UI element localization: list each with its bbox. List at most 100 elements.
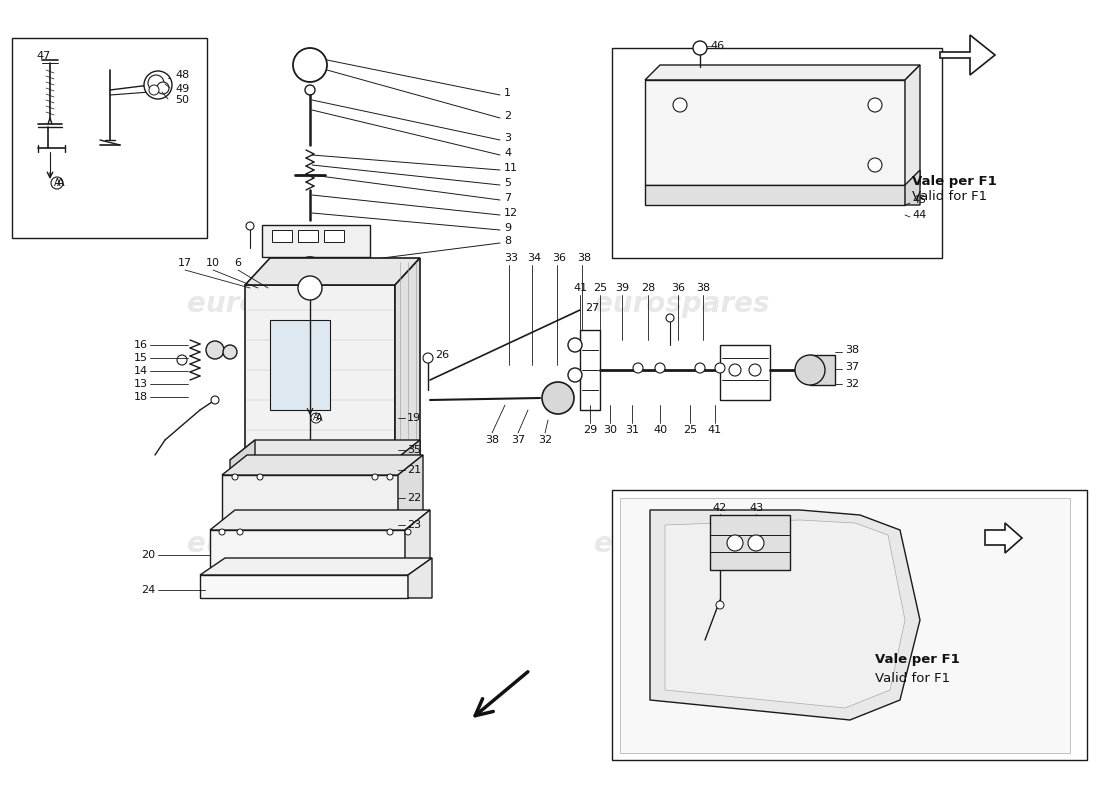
Text: 26: 26 [434, 350, 449, 360]
Bar [298, 230, 318, 242]
Circle shape [868, 98, 882, 112]
Text: 4: 4 [504, 148, 512, 158]
Polygon shape [580, 330, 600, 410]
Polygon shape [210, 510, 430, 530]
Circle shape [302, 569, 313, 579]
Text: 31: 31 [625, 425, 639, 435]
Text: 2: 2 [504, 111, 512, 121]
Polygon shape [666, 520, 905, 708]
Text: 11: 11 [504, 163, 518, 173]
Text: 30: 30 [603, 425, 617, 435]
Circle shape [715, 363, 725, 373]
Bar [810, 355, 835, 385]
Text: 37: 37 [845, 362, 859, 372]
Polygon shape [398, 455, 424, 530]
Polygon shape [222, 455, 424, 475]
Polygon shape [984, 523, 1022, 553]
Circle shape [144, 71, 172, 99]
Polygon shape [230, 440, 255, 475]
Circle shape [387, 474, 393, 480]
Bar [612, 48, 942, 258]
Text: 12: 12 [504, 208, 518, 218]
Text: 48: 48 [175, 70, 189, 80]
Circle shape [568, 338, 582, 352]
Text: 41: 41 [573, 283, 587, 293]
Circle shape [148, 75, 164, 91]
Text: 10: 10 [206, 258, 220, 268]
Circle shape [232, 474, 238, 480]
Circle shape [293, 48, 327, 82]
Circle shape [673, 98, 688, 112]
Text: 25: 25 [683, 425, 697, 435]
Circle shape [568, 368, 582, 382]
Text: 15: 15 [134, 353, 148, 363]
Polygon shape [395, 258, 420, 460]
Text: 1: 1 [504, 88, 512, 98]
Circle shape [542, 382, 574, 414]
Polygon shape [905, 170, 920, 205]
Text: A: A [316, 413, 322, 423]
Text: Vale per F1: Vale per F1 [874, 654, 959, 666]
Text: eurospares: eurospares [187, 530, 363, 558]
Circle shape [387, 529, 393, 535]
Text: 20: 20 [141, 550, 155, 560]
Bar [324, 230, 344, 242]
Polygon shape [408, 558, 432, 598]
Circle shape [311, 413, 321, 423]
Text: 49: 49 [175, 84, 189, 94]
Text: 46: 46 [710, 41, 724, 51]
Text: 38: 38 [845, 345, 859, 355]
Text: 23: 23 [407, 520, 421, 530]
Text: 8: 8 [504, 236, 512, 246]
Text: 40: 40 [653, 425, 667, 435]
Circle shape [795, 355, 825, 385]
Polygon shape [645, 65, 920, 80]
Circle shape [297, 257, 323, 283]
Circle shape [632, 363, 644, 373]
Circle shape [716, 601, 724, 609]
Text: eurospares: eurospares [594, 530, 770, 558]
Text: 37: 37 [510, 435, 525, 445]
Circle shape [727, 535, 742, 551]
Text: 17: 17 [178, 258, 192, 268]
Text: 3: 3 [504, 133, 512, 143]
Circle shape [223, 345, 236, 359]
Text: 24: 24 [141, 585, 155, 595]
Text: 45: 45 [912, 195, 926, 205]
Text: 28: 28 [641, 283, 656, 293]
Polygon shape [645, 80, 905, 185]
Text: 13: 13 [134, 379, 148, 389]
Polygon shape [270, 320, 330, 410]
Text: 35: 35 [407, 445, 421, 455]
Text: 16: 16 [134, 340, 148, 350]
Circle shape [693, 41, 707, 55]
Circle shape [298, 276, 322, 300]
Text: 34: 34 [527, 253, 541, 263]
Text: 39: 39 [615, 283, 629, 293]
Circle shape [219, 529, 225, 535]
Polygon shape [650, 510, 920, 720]
Text: eurospares: eurospares [187, 290, 363, 318]
Text: A: A [312, 414, 319, 422]
Bar [620, 498, 1070, 753]
Polygon shape [245, 285, 395, 460]
Polygon shape [222, 475, 398, 530]
Circle shape [654, 363, 666, 373]
Text: 7: 7 [504, 193, 512, 203]
Polygon shape [395, 440, 420, 475]
Text: 32: 32 [538, 435, 552, 445]
Text: Vale per F1: Vale per F1 [912, 175, 997, 189]
Text: eurospares: eurospares [594, 290, 770, 318]
Text: 22: 22 [407, 493, 421, 503]
Polygon shape [940, 35, 996, 75]
Text: 44: 44 [912, 210, 926, 220]
Polygon shape [230, 440, 420, 460]
Polygon shape [645, 185, 905, 205]
Text: 19: 19 [407, 413, 421, 423]
Circle shape [748, 535, 764, 551]
Polygon shape [210, 530, 405, 575]
Text: 21: 21 [407, 465, 421, 475]
Text: 18: 18 [134, 392, 148, 402]
Text: Valid for F1: Valid for F1 [912, 190, 987, 202]
Text: 42: 42 [713, 503, 727, 513]
